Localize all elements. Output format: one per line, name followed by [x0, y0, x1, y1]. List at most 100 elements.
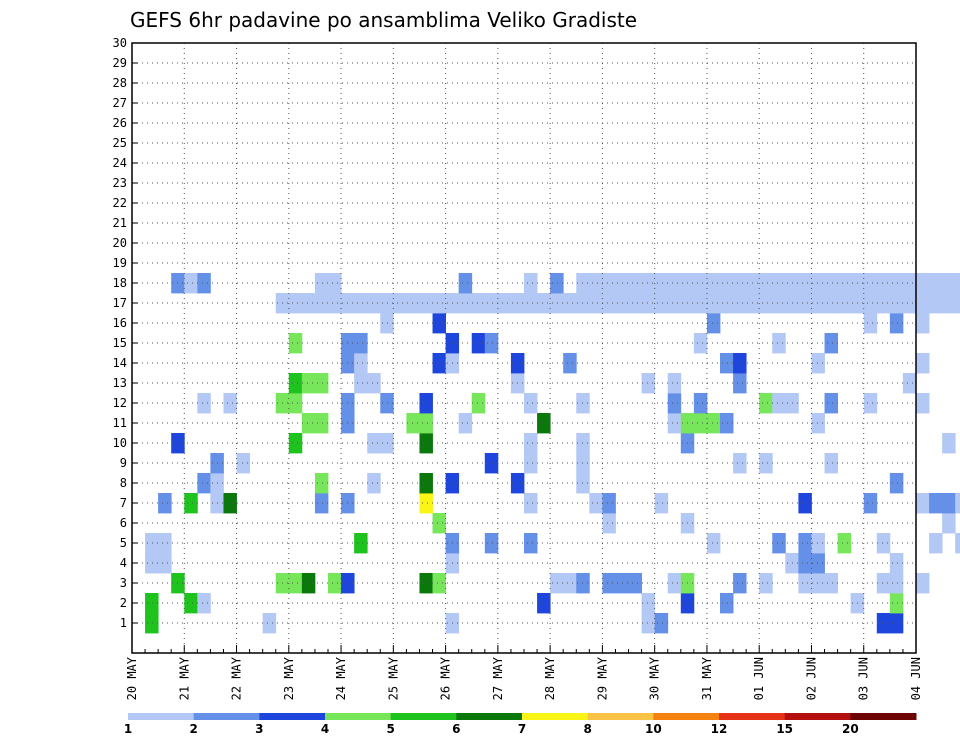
y-tick-label: 28: [113, 76, 127, 90]
heatmap-cell: [628, 273, 642, 294]
heatmap-cell: [863, 273, 878, 294]
heatmap-cell: [419, 293, 433, 314]
heatmap-cell: [654, 273, 669, 294]
heatmap-cell: [720, 353, 734, 374]
heatmap-cell: [576, 473, 590, 494]
colorbar-label: 20: [842, 722, 859, 736]
heatmap-cell: [576, 293, 590, 314]
heatmap-cell: [354, 533, 368, 554]
heatmap-cell: [942, 493, 956, 514]
heatmap-cell: [602, 273, 616, 294]
heatmap-cell: [916, 353, 930, 374]
heatmap-cell: [550, 573, 564, 594]
heatmap-cell: [367, 433, 381, 454]
heatmap-cell: [301, 573, 316, 594]
heatmap-cell: [889, 313, 904, 334]
heatmap-cell: [654, 493, 669, 514]
y-tick-label: 5: [120, 536, 127, 550]
heatmap-cell: [929, 273, 943, 294]
heatmap-cell: [602, 493, 616, 514]
heatmap-cell: [693, 333, 708, 354]
heatmap-cell: [811, 533, 825, 554]
y-tick-label: 30: [113, 36, 127, 50]
heatmap-cell: [798, 273, 812, 294]
heatmap-cell: [772, 333, 786, 354]
heatmap-cell: [876, 273, 891, 294]
heatmap-cell: [863, 393, 878, 414]
heatmap-cell: [929, 493, 943, 514]
colorbar-label: 4: [321, 722, 329, 736]
heatmap-cell: [641, 373, 656, 394]
x-tick-label: 22 MAY: [230, 656, 244, 700]
heatmap-cell: [667, 373, 682, 394]
heatmap-cell: [589, 293, 603, 314]
heatmap-cell: [942, 433, 956, 454]
heatmap-cell: [419, 393, 433, 414]
heatmap-cell: [458, 413, 473, 434]
heatmap-cell: [563, 573, 577, 594]
heatmap-cell: [902, 373, 917, 394]
heatmap-cell: [537, 413, 551, 434]
heatmap-cell: [288, 333, 303, 354]
y-tick-label: 21: [113, 216, 127, 230]
colorbar-segment: [128, 713, 195, 720]
heatmap-cell: [432, 313, 446, 334]
y-tick-label: 13: [113, 376, 127, 390]
heatmap-cell: [419, 433, 433, 454]
heatmap-cell: [654, 293, 669, 314]
heatmap-cell: [589, 273, 603, 294]
heatmap-cell: [288, 393, 303, 414]
heatmap-cell: [955, 273, 960, 294]
heatmap-cell: [772, 273, 786, 294]
y-tick-label: 10: [113, 436, 127, 450]
colorbar-label: 1: [124, 722, 132, 736]
heatmap-cell: [288, 573, 303, 594]
colorbar-label: 10: [645, 722, 662, 736]
x-tick-label: 27 MAY: [491, 656, 505, 700]
heatmap-cell: [145, 533, 159, 554]
heatmap-cell: [354, 373, 368, 394]
colorbar-segment: [390, 713, 457, 720]
heatmap-cell: [693, 393, 708, 414]
heatmap-cell: [419, 573, 433, 594]
heatmap-cell: [223, 393, 237, 414]
heatmap-cell: [942, 273, 956, 294]
heatmap-cell: [706, 293, 721, 314]
heatmap-cell: [158, 553, 172, 574]
chart-title: GEFS 6hr padavine po ansamblima Veliko G…: [130, 8, 637, 32]
heatmap-cell: [942, 293, 956, 314]
heatmap-cell: [524, 273, 538, 294]
y-tick-label: 4: [120, 556, 127, 570]
heatmap-cell: [641, 613, 656, 634]
heatmap-cell: [693, 293, 708, 314]
heatmap-cell: [798, 493, 812, 514]
heatmap-cell: [811, 293, 825, 314]
colorbar-segment: [850, 713, 917, 720]
x-tick-label: 24 MAY: [334, 656, 348, 700]
heatmap-cell: [158, 493, 172, 514]
heatmap-cell: [484, 333, 499, 354]
heatmap-cell: [197, 273, 211, 294]
heatmap-cell: [262, 613, 277, 634]
y-tick-label: 15: [113, 336, 127, 350]
heatmap-cell: [693, 273, 708, 294]
heatmap-cell: [798, 533, 812, 554]
heatmap-cell: [406, 413, 420, 434]
heatmap-cell: [824, 293, 838, 314]
x-tick-label: 23 MAY: [282, 656, 296, 700]
x-tick-label: 28 MAY: [543, 656, 557, 700]
y-tick-label: 16: [113, 316, 127, 330]
y-axis-ticks: 1234567891011121314151617181920212223242…: [113, 36, 138, 630]
heatmap-cell: [314, 373, 329, 394]
y-tick-label: 22: [113, 196, 127, 210]
heatmap-cell: [641, 593, 656, 614]
heatmap-cell: [367, 373, 381, 394]
heatmap-cell: [641, 293, 656, 314]
heatmap-cell: [889, 573, 904, 594]
heatmap-cell: [733, 453, 747, 474]
heatmap-cell: [145, 553, 159, 574]
heatmap-cell: [628, 573, 642, 594]
colorbar-label: 7: [518, 722, 526, 736]
colorbar-segment: [587, 713, 654, 720]
heatmap-cell: [223, 493, 237, 514]
